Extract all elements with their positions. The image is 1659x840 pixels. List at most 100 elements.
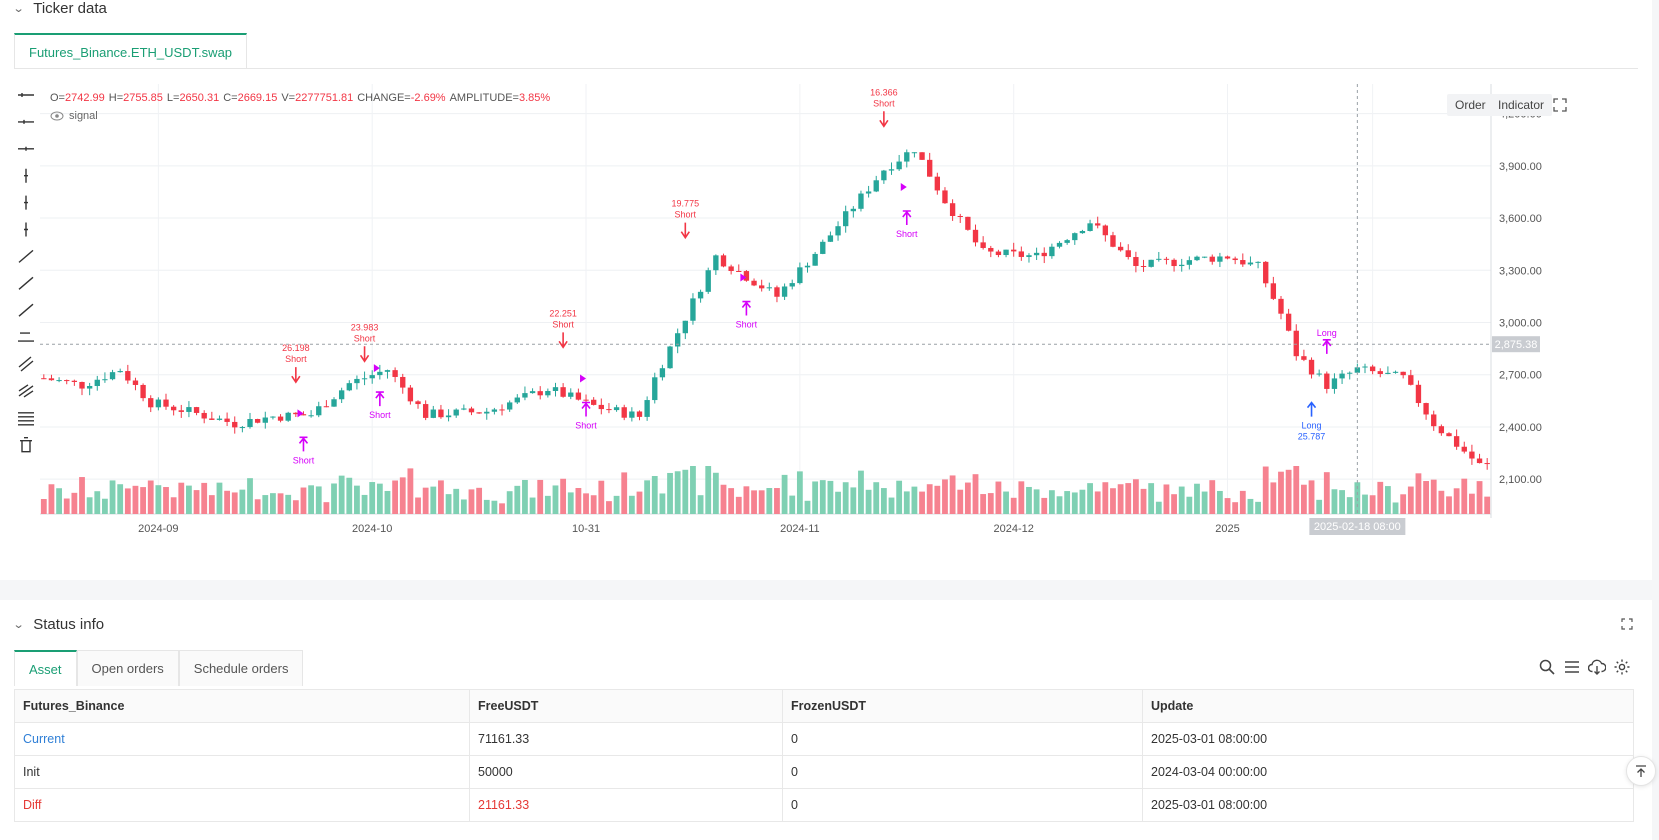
candle-body[interactable] bbox=[552, 387, 559, 391]
candle-body[interactable] bbox=[1026, 255, 1032, 257]
horizontal-line-icon[interactable] bbox=[18, 119, 34, 124]
fib-icon[interactable] bbox=[18, 384, 34, 398]
parallel-channel-icon[interactable] bbox=[18, 356, 34, 372]
candle-body[interactable] bbox=[812, 253, 818, 266]
candle-body[interactable] bbox=[1484, 463, 1490, 465]
candle-body[interactable] bbox=[1056, 242, 1063, 247]
candle-body[interactable] bbox=[1385, 372, 1391, 374]
candle-body[interactable] bbox=[1438, 426, 1445, 434]
candle-body[interactable] bbox=[629, 411, 635, 418]
candle-body[interactable] bbox=[316, 406, 322, 416]
candle-body[interactable] bbox=[506, 402, 513, 410]
chevron-down-icon[interactable]: ⌄ bbox=[12, 3, 25, 15]
candle-body[interactable] bbox=[1339, 373, 1345, 379]
ticker-panel-header[interactable]: ⌄ Ticker data bbox=[12, 0, 107, 17]
list-icon[interactable] bbox=[1563, 658, 1581, 676]
candle-body[interactable] bbox=[636, 411, 643, 417]
candle-body[interactable] bbox=[476, 412, 482, 414]
candle-body[interactable] bbox=[560, 387, 566, 397]
fullscreen-icon[interactable] bbox=[1553, 98, 1567, 112]
candle-body[interactable] bbox=[1133, 257, 1139, 267]
candle-body[interactable] bbox=[41, 378, 47, 380]
candle-body[interactable] bbox=[392, 370, 398, 377]
candle-body[interactable] bbox=[1301, 356, 1307, 360]
status-panel-header[interactable]: ⌄ Status info bbox=[13, 616, 104, 633]
candle-body[interactable] bbox=[1392, 371, 1399, 373]
price-label-icon[interactable] bbox=[18, 332, 34, 342]
candle-body[interactable] bbox=[300, 414, 307, 416]
candle-body[interactable] bbox=[1224, 256, 1231, 259]
candle-body[interactable] bbox=[1308, 359, 1315, 375]
candle-body[interactable] bbox=[1377, 371, 1383, 374]
candle-body[interactable] bbox=[568, 392, 574, 397]
candle-body[interactable] bbox=[209, 418, 215, 420]
candle-body[interactable] bbox=[705, 270, 711, 292]
candle-body[interactable] bbox=[499, 409, 505, 411]
candle-body[interactable] bbox=[934, 176, 941, 191]
candle-body[interactable] bbox=[965, 216, 971, 230]
candle-body[interactable] bbox=[1033, 252, 1040, 256]
candle-body[interactable] bbox=[79, 381, 85, 389]
candle-body[interactable] bbox=[751, 280, 757, 286]
candle-body[interactable] bbox=[178, 410, 184, 412]
candle-body[interactable] bbox=[293, 412, 299, 415]
extended-line-icon[interactable] bbox=[18, 303, 34, 317]
candle-body[interactable] bbox=[659, 368, 666, 378]
candle-body[interactable] bbox=[86, 386, 93, 389]
candle-body[interactable] bbox=[1270, 283, 1277, 299]
candle-body[interactable] bbox=[995, 251, 1002, 256]
candle-body[interactable] bbox=[1186, 260, 1193, 265]
candle-body[interactable] bbox=[621, 407, 627, 418]
candle-body[interactable] bbox=[1179, 264, 1185, 267]
ray-icon[interactable] bbox=[18, 276, 34, 290]
candle-body[interactable] bbox=[338, 390, 345, 400]
order-button[interactable]: Order bbox=[1447, 94, 1494, 116]
candle-body[interactable] bbox=[606, 409, 612, 411]
candle-body[interactable] bbox=[422, 404, 429, 418]
candle-body[interactable] bbox=[285, 412, 291, 421]
tab-open-orders[interactable]: Open orders bbox=[76, 650, 179, 686]
trash-icon[interactable] bbox=[20, 437, 32, 453]
candle-body[interactable] bbox=[484, 411, 490, 414]
candle-body[interactable] bbox=[713, 255, 719, 271]
candle-body[interactable] bbox=[247, 419, 253, 428]
candle-body[interactable] bbox=[652, 377, 658, 401]
candle-body[interactable] bbox=[843, 211, 849, 227]
candle-body[interactable] bbox=[835, 226, 841, 236]
candle-body[interactable] bbox=[583, 399, 589, 401]
candle-body[interactable] bbox=[598, 404, 604, 410]
candle-body[interactable] bbox=[911, 152, 918, 154]
candle-body[interactable] bbox=[529, 391, 536, 394]
candle-body[interactable] bbox=[1217, 256, 1223, 262]
candle-body[interactable] bbox=[140, 384, 146, 399]
candle-body[interactable] bbox=[232, 421, 238, 428]
tab-schedule-orders[interactable]: Schedule orders bbox=[178, 650, 304, 686]
candle-body[interactable] bbox=[988, 247, 994, 252]
candle-body[interactable] bbox=[789, 283, 795, 287]
candle-body[interactable] bbox=[163, 399, 169, 407]
candle-body[interactable] bbox=[697, 291, 704, 299]
candle-body[interactable] bbox=[1087, 223, 1093, 231]
candle-body[interactable] bbox=[400, 376, 406, 388]
candle-body[interactable] bbox=[331, 399, 337, 407]
candle-body[interactable] bbox=[132, 380, 139, 385]
candle-body[interactable] bbox=[453, 409, 459, 416]
candle-body[interactable] bbox=[575, 392, 582, 400]
candle-body[interactable] bbox=[1194, 256, 1200, 261]
candle-body[interactable] bbox=[590, 399, 597, 405]
candle-body[interactable] bbox=[71, 380, 78, 382]
candle-body[interactable] bbox=[361, 378, 368, 380]
candle-body[interactable] bbox=[1171, 259, 1177, 267]
candle-body[interactable] bbox=[1316, 373, 1322, 375]
candle-body[interactable] bbox=[720, 255, 727, 267]
candle-body[interactable] bbox=[377, 371, 383, 376]
candle-body[interactable] bbox=[1232, 258, 1238, 261]
candle-body[interactable] bbox=[972, 229, 979, 243]
candle-body[interactable] bbox=[346, 383, 352, 391]
candle-body[interactable] bbox=[1240, 260, 1246, 265]
candle-body[interactable] bbox=[48, 378, 55, 381]
candle-body[interactable] bbox=[155, 399, 162, 408]
candle-body[interactable] bbox=[865, 191, 872, 194]
segment-icon[interactable] bbox=[18, 146, 34, 151]
candle-body[interactable] bbox=[888, 169, 895, 171]
